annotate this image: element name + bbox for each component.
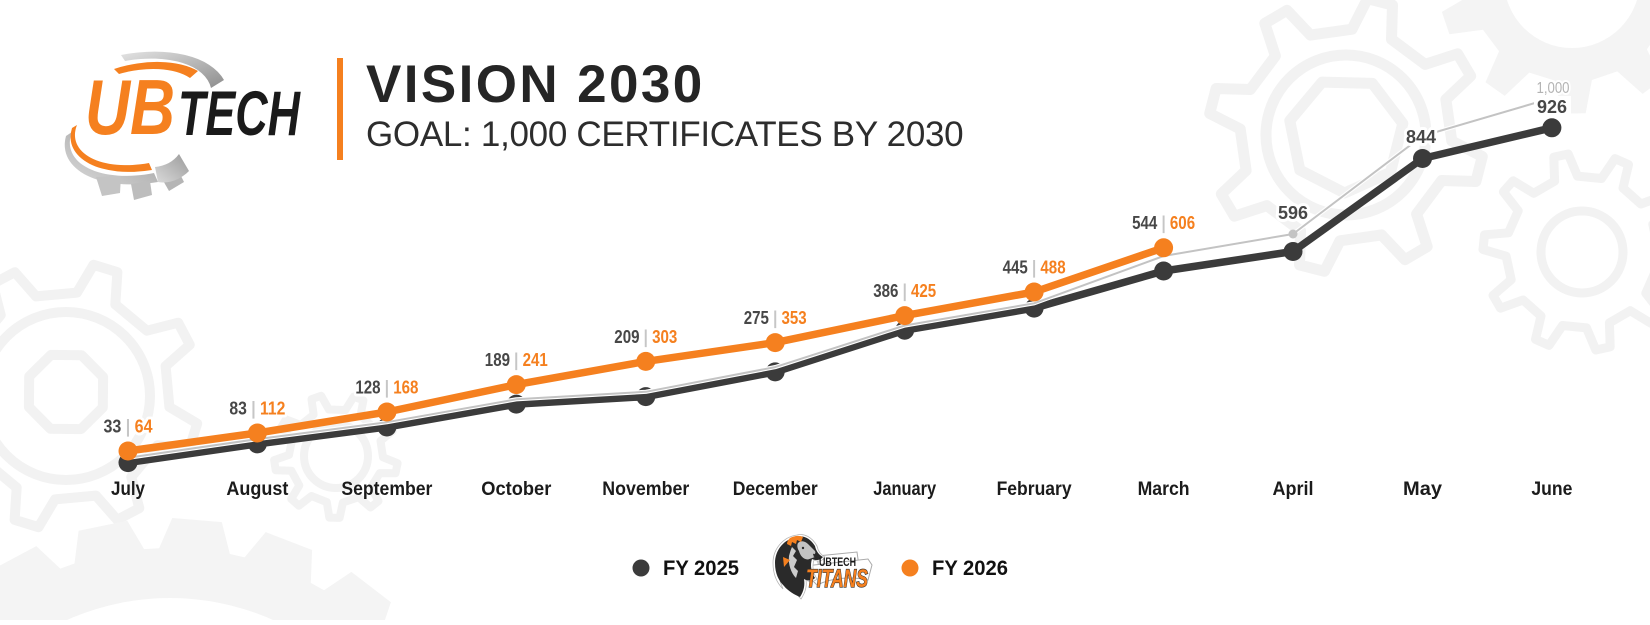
svg-text:275 | 353: 275 | 353 (744, 307, 807, 328)
svg-text:596: 596 (1278, 202, 1308, 223)
svg-text:March: March (1138, 478, 1190, 500)
svg-text:VISION 2030: VISION 2030 (366, 55, 705, 114)
svg-text:UB: UB (85, 63, 175, 151)
svg-text:June: June (1531, 478, 1572, 500)
svg-text:February: February (997, 478, 1072, 500)
svg-text:189 | 241: 189 | 241 (485, 349, 548, 370)
svg-text:January: January (873, 478, 936, 500)
svg-text:1,000: 1,000 (1537, 80, 1570, 97)
svg-text:33 | 64: 33 | 64 (104, 416, 154, 437)
svg-text:November: November (602, 478, 689, 500)
svg-text:April: April (1273, 478, 1314, 500)
svg-text:FY 2026: FY 2026 (932, 557, 1008, 580)
svg-text:128 | 168: 128 | 168 (355, 377, 418, 398)
svg-text:TITANS: TITANS (806, 565, 868, 593)
svg-text:September: September (341, 478, 432, 500)
svg-text:May: May (1403, 478, 1442, 500)
svg-text:UBTECH: UBTECH (819, 555, 856, 569)
svg-text:386 | 425: 386 | 425 (873, 280, 936, 301)
svg-text:FY 2025: FY 2025 (663, 557, 739, 580)
svg-text:August: August (226, 478, 288, 500)
svg-text:TECH: TECH (178, 79, 301, 149)
svg-text:445 | 488: 445 | 488 (1003, 257, 1066, 278)
svg-text:83 | 112: 83 | 112 (229, 398, 285, 419)
svg-text:October: October (481, 478, 551, 500)
svg-text:209 | 303: 209 | 303 (614, 326, 677, 347)
svg-text:544 | 606: 544 | 606 (1132, 212, 1195, 233)
svg-text:July: July (111, 478, 145, 500)
svg-text:926: 926 (1537, 96, 1567, 117)
svg-text:844: 844 (1406, 126, 1437, 147)
svg-text:GOAL: 1,000 CERTIFICATES BY 20: GOAL: 1,000 CERTIFICATES BY 2030 (366, 115, 963, 154)
svg-text:December: December (733, 478, 818, 500)
